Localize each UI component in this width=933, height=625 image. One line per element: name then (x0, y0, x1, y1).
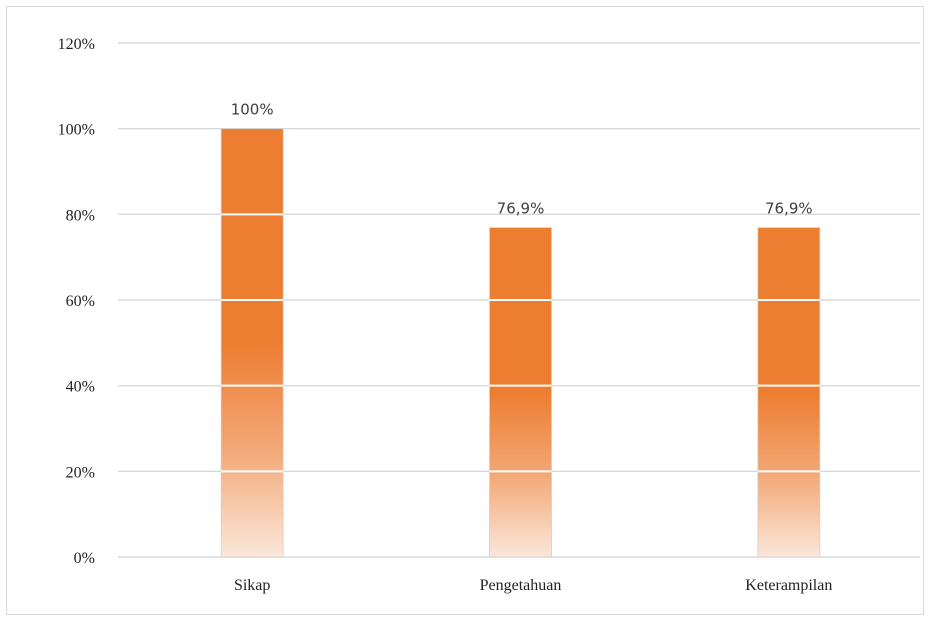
y-tick-label: 0% (74, 550, 95, 567)
bar-overlay-gridlines (221, 213, 820, 473)
data-labels: 100% 76,9% 76,9% (231, 101, 813, 218)
data-label: 100% (231, 101, 274, 119)
x-tick-label: Sikap (234, 577, 270, 594)
bar (220, 128, 284, 558)
x-tick-label: Pengetahuan (480, 577, 562, 594)
bars (220, 128, 821, 558)
y-tick-label: 60% (66, 293, 95, 310)
x-axis-tick-labels: Sikap Pengetahuan Keterampilan (234, 577, 832, 594)
y-tick-label: 40% (66, 379, 95, 396)
y-tick-label: 100% (58, 122, 95, 139)
x-tick-label: Keterampilan (745, 577, 832, 594)
bar (757, 227, 821, 558)
y-tick-label: 80% (66, 207, 95, 224)
data-label: 76,9% (497, 200, 545, 218)
y-axis-tick-labels: 0% 20% 40% 60% 80% 100% 120% (58, 36, 95, 567)
bar (489, 227, 552, 558)
y-tick-label: 120% (58, 36, 95, 53)
data-label: 76,9% (765, 200, 813, 218)
y-tick-label: 20% (66, 464, 95, 481)
